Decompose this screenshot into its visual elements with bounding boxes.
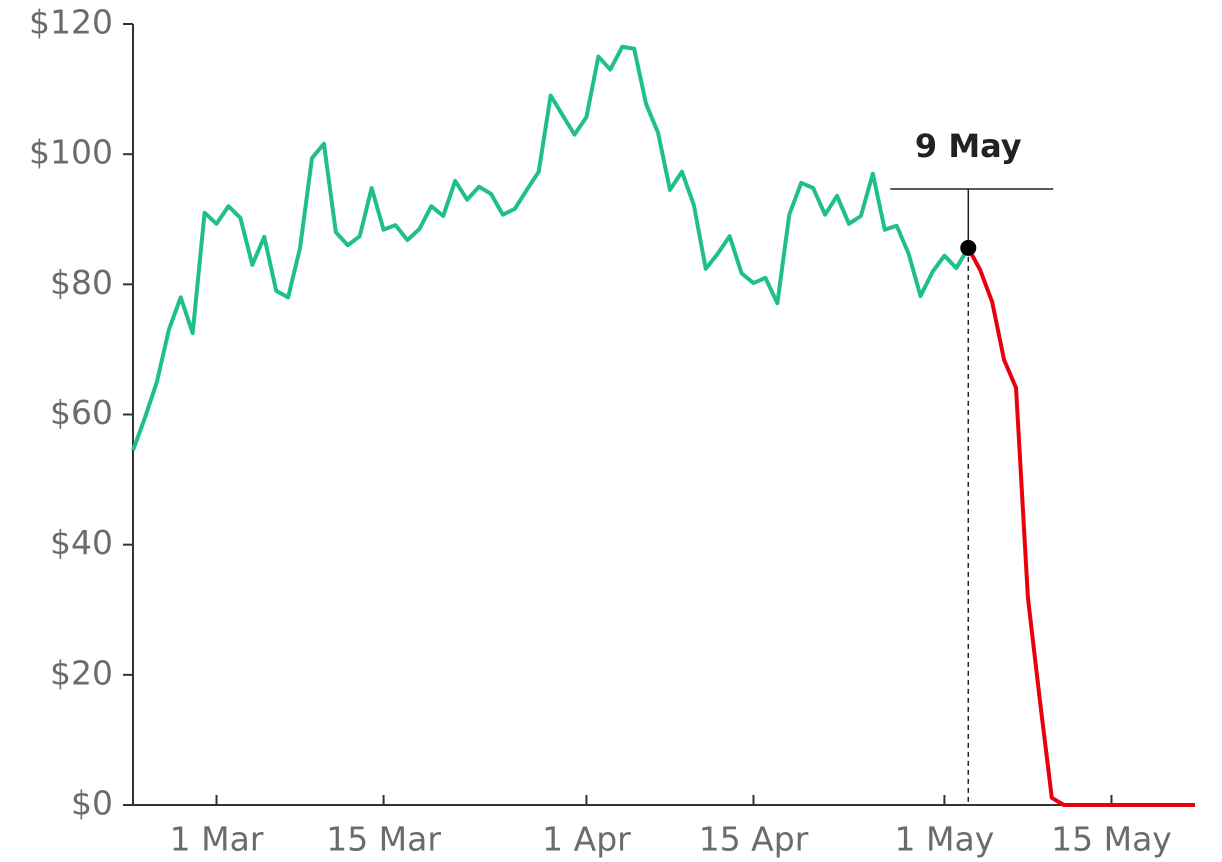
y-tick-label: $0 xyxy=(71,784,113,823)
line-series xyxy=(131,44,971,451)
annotation-label: 9 May xyxy=(915,127,1022,165)
x-tick-label: 15 May xyxy=(1051,820,1172,859)
x-tick-label: 1 May xyxy=(895,820,995,859)
y-tick-label: $40 xyxy=(50,523,113,562)
y-tick-label: $80 xyxy=(50,263,113,302)
x-tick-label: 1 Mar xyxy=(170,820,264,859)
y-tick-label: $60 xyxy=(50,393,113,432)
annotation-point xyxy=(960,239,977,256)
y-tick-label: $20 xyxy=(50,653,113,692)
x-tick-label: 15 Apr xyxy=(699,820,809,859)
x-tick-label: 15 Mar xyxy=(326,820,441,859)
y-tick-label: $100 xyxy=(29,133,113,172)
y-tick-label: $120 xyxy=(29,3,113,42)
line-series xyxy=(966,246,1195,807)
x-tick-label: 1 Apr xyxy=(542,820,631,859)
